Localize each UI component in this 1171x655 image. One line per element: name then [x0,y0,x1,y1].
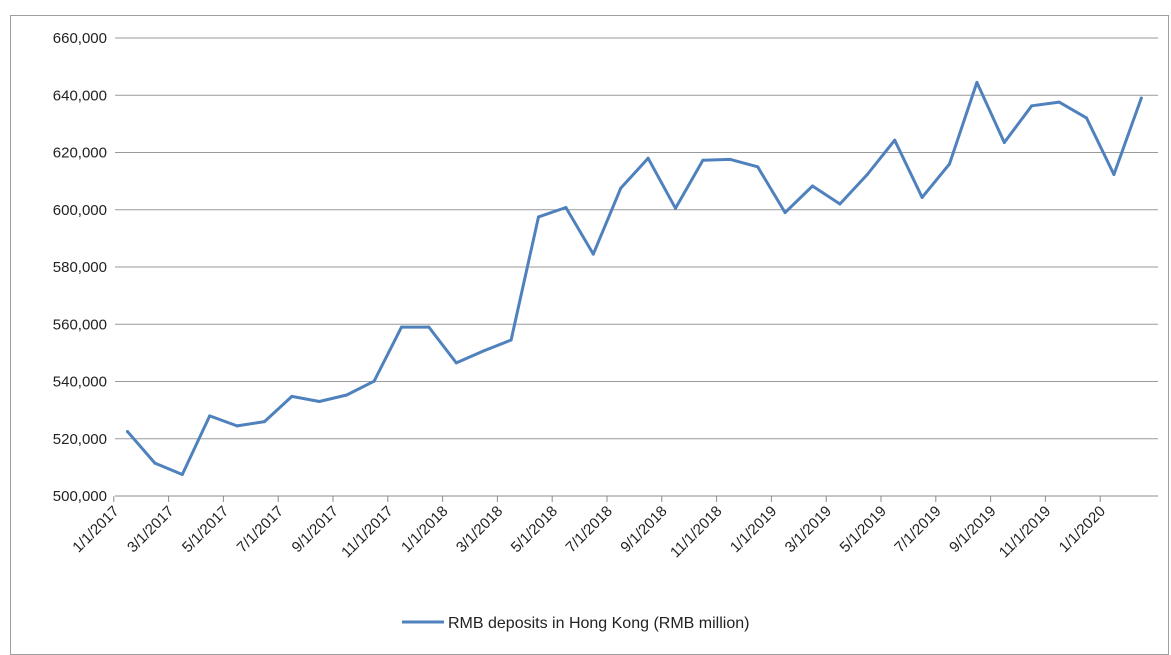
data-point [591,252,595,256]
y-tick-label: 600,000 [53,202,107,219]
data-point [1030,104,1034,108]
data-point [1057,100,1061,104]
x-tick-label: 3/1/2019 [782,503,835,556]
data-point [482,349,486,353]
y-tick-label: 500,000 [53,488,107,505]
y-tick-label: 640,000 [53,87,107,104]
data-point [646,156,650,160]
x-tick-label: 9/1/2017 [289,503,342,556]
data-point [783,211,787,215]
x-tick-label: 5/1/2018 [508,503,561,556]
data-point [235,424,239,428]
x-tick-label: 9/1/2018 [617,503,670,556]
x-tick-label: 7/1/2019 [891,503,944,556]
data-point [509,338,513,342]
x-tick-label: 9/1/2019 [946,503,999,556]
data-point [454,361,458,365]
y-tick-label: 520,000 [53,431,107,448]
y-tick-label: 540,000 [53,374,107,391]
data-point [427,325,431,329]
data-point [838,202,842,206]
x-tick-label: 7/1/2017 [234,503,287,556]
x-tick-label: 1/1/2019 [727,503,780,556]
x-tick-label: 5/1/2019 [837,503,890,556]
gridlines [115,37,1158,440]
y-tick-label: 560,000 [53,316,107,333]
x-tick-label: 1/1/2020 [1056,503,1109,556]
x-tick-label: 11/1/2017 [338,503,396,561]
data-point [317,400,321,404]
data-point [208,414,212,418]
data-point [263,420,266,424]
data-point [756,165,760,169]
x-tick-label: 5/1/2017 [179,503,232,556]
legend-label: RMB deposits in Hong Kong (RMB million) [448,615,749,632]
data-point [865,173,869,177]
data-point [811,184,814,188]
x-tick-label: 11/1/2019 [996,503,1054,561]
x-tick-label: 3/1/2018 [453,503,506,556]
data-point [1112,173,1116,177]
data-point [537,215,540,219]
y-tick-label: 580,000 [53,259,107,276]
data-point [290,394,294,398]
data-point [701,158,705,162]
data-point [180,473,184,477]
data-point [920,195,924,199]
x-tick-label: 1/1/2018 [398,503,451,556]
legend: RMB deposits in Hong Kong (RMB million) [402,615,749,632]
data-point [1085,116,1088,120]
y-axis-tick-labels: 500,000 520,000 540,000 560,000 580,000 600,0… [53,30,107,505]
x-axis-tick-labels: 1/1/2017 3/1/2017 5/1/2017 7/1/2017 9/1/2017… [69,496,1109,561]
data-point [126,430,129,434]
data-point [372,379,376,383]
data-point [400,325,403,329]
chart-frame [10,15,1169,655]
data-point [345,393,349,397]
y-tick-label: 620,000 [53,145,107,162]
x-tick-label: 11/1/2018 [667,503,725,561]
series-layer [126,80,1143,477]
series-line [126,80,1143,476]
data-point [564,205,568,209]
x-tick-label: 3/1/2017 [124,503,177,556]
data-point [893,138,897,142]
x-tick-label: 1/1/2017 [69,503,122,556]
data-point [674,206,677,210]
data-point [153,461,157,465]
data-point [1002,140,1006,144]
y-tick-label: 660,000 [53,30,107,47]
data-point [1139,96,1143,100]
data-point [728,157,732,161]
x-tick-label: 7/1/2018 [563,503,616,556]
data-point [619,186,623,190]
data-point [975,80,979,84]
data-point [948,162,951,166]
